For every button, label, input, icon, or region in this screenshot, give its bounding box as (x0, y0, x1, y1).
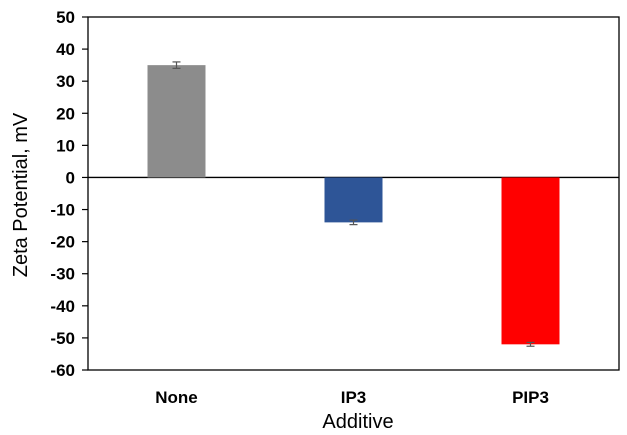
x-axis-tick-labels: None IP3 PIP3 (155, 388, 549, 407)
y-tick-label: 40 (56, 40, 75, 59)
y-tick-label: -10 (50, 201, 75, 220)
x-tick-label-ip3: IP3 (341, 388, 367, 407)
y-axis-ticks: 50 40 30 20 10 0 -10 -20 -30 -40 -50 -60 (50, 8, 88, 380)
plot-area-border (87, 16, 620, 371)
bar-none (147, 65, 206, 178)
y-tick-label: 0 (66, 168, 75, 187)
bar-ip3 (324, 177, 383, 223)
bar-pip3 (501, 177, 560, 345)
x-tick-label-pip3: PIP3 (512, 388, 549, 407)
y-tick-label: 10 (56, 136, 75, 155)
y-tick-label: 50 (56, 8, 75, 27)
x-axis-title: Additive (322, 411, 393, 433)
y-tick-label: -40 (50, 297, 75, 316)
y-tick-label: 30 (56, 72, 75, 91)
y-axis-title: Zeta Potential, mV (10, 112, 32, 277)
y-tick-label: -20 (50, 233, 75, 252)
bars (147, 65, 560, 345)
x-tick-label-none: None (155, 388, 198, 407)
y-tick-label: -60 (50, 361, 75, 380)
y-tick-label: -50 (50, 329, 75, 348)
error-bars (172, 61, 535, 347)
y-tick-label: 20 (56, 104, 75, 123)
y-tick-label: -30 (50, 265, 75, 284)
